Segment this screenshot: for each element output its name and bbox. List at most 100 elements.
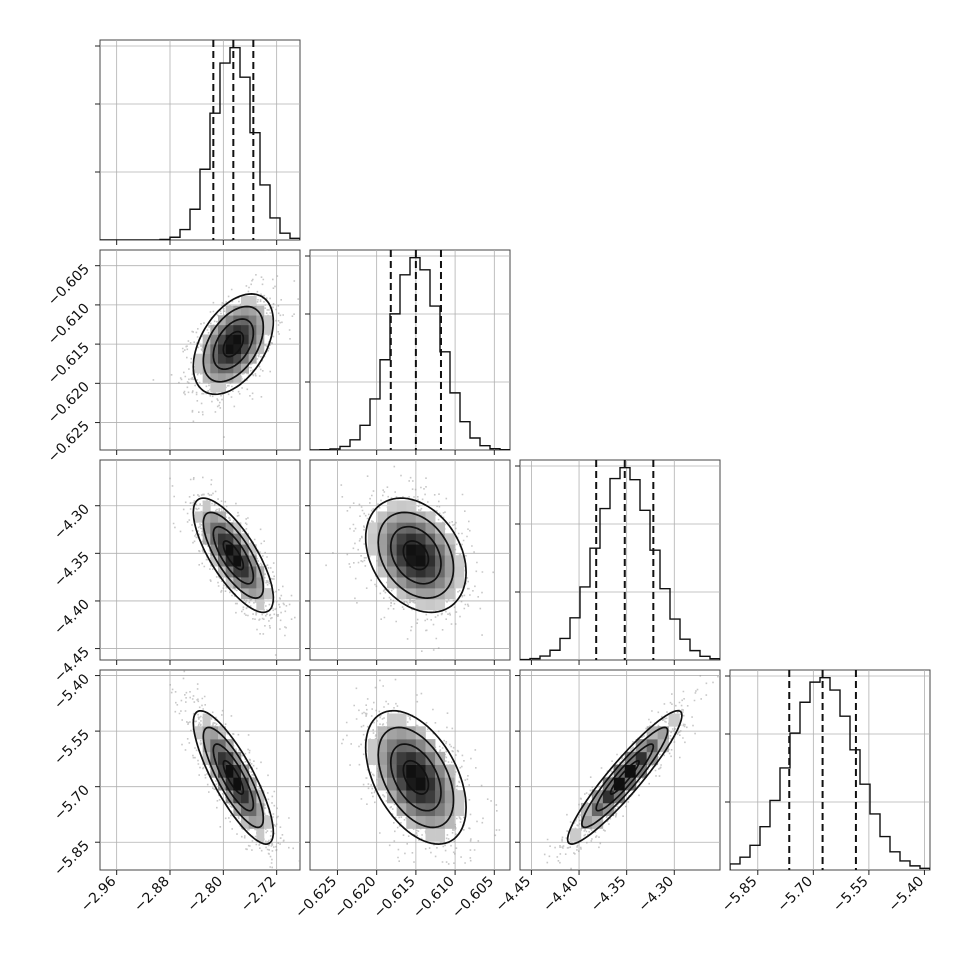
density-cell xyxy=(591,815,604,829)
density-cell xyxy=(454,802,465,817)
density-cell xyxy=(233,305,242,316)
density-cell xyxy=(202,500,211,512)
y-tick-label: −4.35 xyxy=(51,549,93,591)
density-cell xyxy=(396,726,407,740)
density-cell xyxy=(241,544,249,556)
density-cell xyxy=(256,599,265,611)
contour-1.5-sigma xyxy=(377,726,455,829)
density-cell xyxy=(241,305,249,316)
density-cell xyxy=(415,739,426,753)
density-cell xyxy=(425,751,436,765)
density-cell xyxy=(248,588,257,600)
x-tick-label: −2.88 xyxy=(131,874,173,916)
density-cell xyxy=(225,566,234,578)
density-cell xyxy=(241,566,249,578)
density-cell xyxy=(444,790,455,804)
density-cell xyxy=(406,790,417,804)
density-cell xyxy=(233,566,242,578)
y-tick-label: −5.55 xyxy=(51,727,93,769)
density-cell xyxy=(635,739,647,753)
density-cell xyxy=(218,533,226,545)
histogram-step xyxy=(100,46,300,240)
density-cell xyxy=(396,713,407,727)
x-tick-label: −4.30 xyxy=(635,874,677,916)
density-cell xyxy=(435,764,446,778)
density-cell xyxy=(377,544,388,556)
density-cell xyxy=(444,588,455,600)
density-cell xyxy=(657,726,669,740)
y-tick-label: −0.625 xyxy=(45,418,93,466)
density-cell xyxy=(377,726,388,740)
density-cell xyxy=(454,566,465,578)
density-cell xyxy=(425,599,436,611)
density-cell xyxy=(248,577,257,589)
density-cell xyxy=(225,305,234,316)
density-cell xyxy=(218,324,226,335)
density-cell xyxy=(425,764,436,778)
density-cell xyxy=(570,828,582,842)
contour-1.5-sigma xyxy=(202,726,265,829)
density-cell xyxy=(241,555,249,567)
panel-content xyxy=(310,250,510,450)
density-cell xyxy=(396,577,407,589)
density-cell xyxy=(425,828,436,842)
density-cell xyxy=(425,815,436,829)
density-cell xyxy=(233,790,242,804)
density-cell xyxy=(256,790,265,804)
density-cell xyxy=(248,344,257,355)
panel-frame xyxy=(729,669,931,871)
density-cell xyxy=(396,777,407,791)
density-cell xyxy=(591,802,604,817)
density-cell xyxy=(406,764,417,778)
x-tick-label: −0.615 xyxy=(371,874,419,922)
density-cell xyxy=(377,751,388,765)
density-cell xyxy=(425,588,436,600)
density-cell xyxy=(241,315,249,326)
density-cell xyxy=(248,544,257,556)
density-cell xyxy=(233,802,242,817)
density-cell xyxy=(646,751,658,765)
density-cell xyxy=(415,751,426,765)
histogram-step xyxy=(730,676,930,870)
y-tick-label: −0.610 xyxy=(45,300,93,348)
density-cell xyxy=(377,739,388,753)
contour-1.5-sigma xyxy=(202,305,265,383)
density-cell xyxy=(225,777,234,791)
contour-1-sigma xyxy=(212,525,255,585)
density-cell xyxy=(225,353,234,364)
density-cell xyxy=(602,790,615,804)
density-cell xyxy=(241,533,249,545)
panel-content xyxy=(730,670,930,870)
density-cell xyxy=(241,815,249,829)
density-cell xyxy=(406,522,417,534)
density-cell xyxy=(218,372,226,383)
density-cell xyxy=(435,802,446,817)
density-cell xyxy=(377,566,388,578)
contour-1.5-sigma xyxy=(202,511,265,599)
density-cell xyxy=(233,764,242,778)
density-cell xyxy=(406,533,417,545)
density-cell xyxy=(210,372,219,383)
density-cell xyxy=(406,777,417,791)
density-cell xyxy=(233,522,242,534)
density-cell xyxy=(387,500,397,512)
density-cell xyxy=(387,555,397,567)
contour-0.5-sigma xyxy=(402,540,430,571)
density-cell xyxy=(387,566,397,578)
density-cell xyxy=(233,372,242,383)
density-cell xyxy=(387,713,397,727)
density-cell xyxy=(367,533,378,545)
density-cell xyxy=(367,739,378,753)
density-cell xyxy=(195,363,203,374)
density-cell xyxy=(624,764,637,778)
density-cell xyxy=(241,344,249,355)
x-tick-label: −0.610 xyxy=(410,874,458,922)
density-cell xyxy=(210,544,219,556)
density-cell xyxy=(415,588,426,600)
density-cell xyxy=(613,790,626,804)
density-cell xyxy=(241,324,249,335)
density-cell xyxy=(225,790,234,804)
density-cell xyxy=(425,566,436,578)
density-cell xyxy=(387,751,397,765)
density-cell xyxy=(415,555,426,567)
